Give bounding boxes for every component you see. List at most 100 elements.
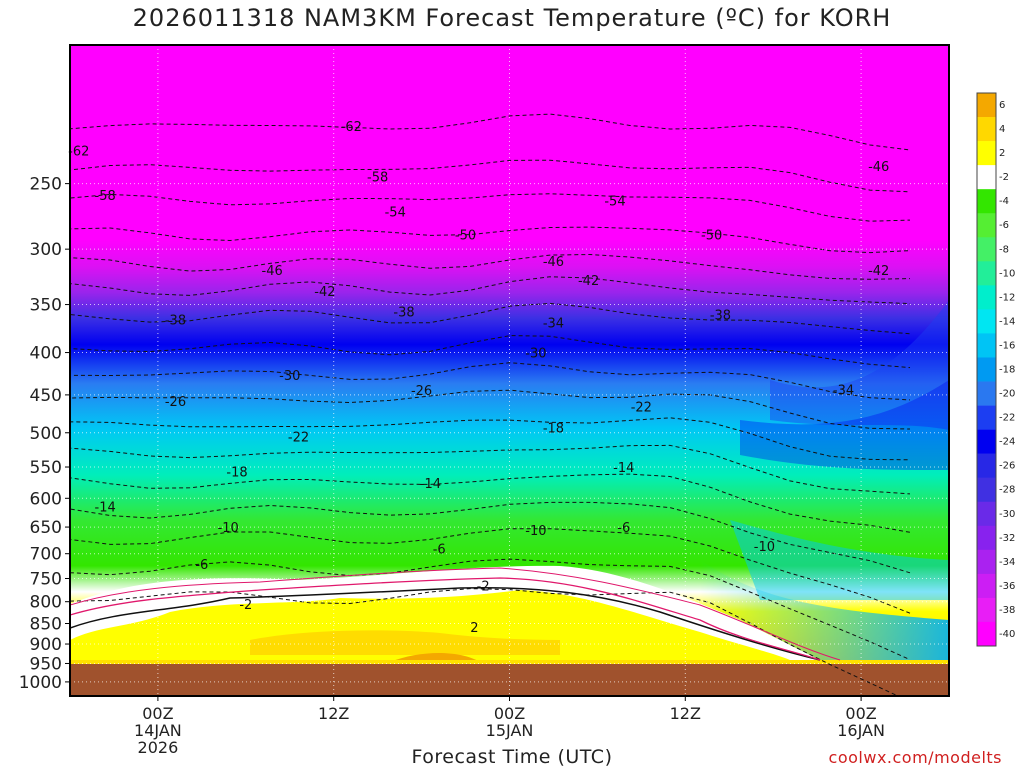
colorbar-label: -6 bbox=[999, 220, 1009, 231]
contour-label: -34 bbox=[833, 383, 854, 398]
contour-label: -34 bbox=[543, 317, 564, 332]
contour-label: -18 bbox=[226, 466, 247, 481]
y-tick-label: 650 bbox=[30, 518, 62, 538]
contour-label: -46 bbox=[262, 264, 283, 279]
y-tick-label: 400 bbox=[30, 344, 62, 364]
contour-label: -46 bbox=[543, 255, 564, 270]
colorbar-label: -8 bbox=[999, 244, 1009, 255]
y-tick-label: 850 bbox=[30, 614, 62, 634]
contour-label: -26 bbox=[411, 384, 432, 399]
contour-line bbox=[70, 501, 911, 574]
x-tick-label: 15JAN bbox=[486, 721, 534, 740]
colorbar-label: -24 bbox=[999, 437, 1015, 448]
y-tick-label: 250 bbox=[30, 175, 62, 195]
contour-label: -38 bbox=[710, 309, 731, 324]
contour-line bbox=[70, 528, 911, 614]
colorbar-label: -12 bbox=[999, 292, 1015, 303]
colorbar: 6 4 2 -2 -4 -6 -8 -10 -12 -14 -16 -18 -20 -22 -24 -26 -2… bbox=[976, 92, 1015, 647]
colorbar-swatch bbox=[977, 189, 996, 214]
x-tick-label: 00Z bbox=[845, 704, 876, 723]
y-tick-label: 700 bbox=[30, 545, 62, 565]
contour-label: -30 bbox=[525, 347, 546, 362]
y-tick-label: 900 bbox=[30, 635, 62, 655]
chart-title: 2026011318 NAM3KM Forecast Temperature (… bbox=[132, 4, 892, 32]
contour-label: 2 bbox=[470, 621, 478, 636]
contour-label: -54 bbox=[604, 194, 625, 209]
y-tick-label: 750 bbox=[30, 569, 62, 589]
contour-label: -6 bbox=[195, 558, 208, 573]
y-tick-label: 300 bbox=[30, 240, 62, 260]
contour-labels: -62-62-58-58-54-54-50 -50-46-46-46-42-42-… bbox=[68, 120, 889, 636]
colorbar-swatch bbox=[977, 573, 996, 599]
colorbar-swatch bbox=[977, 93, 996, 118]
contour-line bbox=[70, 473, 911, 533]
contour-line bbox=[70, 335, 911, 369]
x-tick-label: 2026 bbox=[138, 738, 179, 757]
colorbar-swatch bbox=[977, 165, 996, 190]
colorbar-label: 4 bbox=[999, 124, 1005, 135]
colorbar-swatch bbox=[977, 525, 996, 551]
contour-label: -10 bbox=[525, 524, 546, 539]
contour-line bbox=[70, 253, 911, 280]
y-tick-label: 800 bbox=[30, 593, 62, 613]
contour-line bbox=[70, 302, 911, 335]
colorbar-swatch bbox=[977, 357, 996, 382]
colorbar-swatch bbox=[977, 381, 996, 406]
colorbar-swatch bbox=[977, 453, 996, 478]
contour-label: -6 bbox=[433, 543, 446, 558]
contour-label: -50 bbox=[701, 228, 722, 243]
colorbar-swatch bbox=[977, 429, 996, 454]
contour-label: -10 bbox=[218, 521, 239, 536]
colorbar-label: -14 bbox=[999, 316, 1015, 327]
colorbar-swatch bbox=[977, 549, 996, 575]
y-tick-label: 350 bbox=[30, 296, 62, 316]
colorbar-label: 6 bbox=[999, 100, 1005, 111]
colorbar-swatch bbox=[977, 501, 996, 527]
contour-label: -6 bbox=[617, 521, 630, 536]
colorbar-label: -32 bbox=[999, 533, 1015, 544]
contour-line bbox=[70, 193, 911, 222]
contour-label: -38 bbox=[165, 314, 186, 329]
colorbar-label: -18 bbox=[999, 365, 1015, 376]
credit-text: coolwx.com/modelts bbox=[828, 748, 1002, 767]
x-tick-label: 12Z bbox=[670, 704, 701, 723]
contour-label: -38 bbox=[393, 306, 414, 321]
contour-label: -2 bbox=[239, 598, 252, 613]
colorbar-swatch bbox=[977, 213, 996, 238]
colorbar-swatch bbox=[977, 405, 996, 430]
x-tick-label: 00Z bbox=[494, 704, 525, 723]
contour-line bbox=[70, 276, 911, 305]
colorbar-label: -38 bbox=[999, 605, 1015, 616]
contour-line bbox=[70, 417, 911, 461]
contour-label: -14 bbox=[95, 501, 116, 516]
colorbar-label: -20 bbox=[999, 389, 1015, 400]
x-axis-title: Forecast Time (UTC) bbox=[411, 746, 613, 768]
contour-label: -42 bbox=[314, 285, 335, 300]
colorbar-frame bbox=[976, 92, 997, 647]
contour-label: -50 bbox=[455, 228, 476, 243]
contour-label: -14 bbox=[420, 477, 441, 492]
colorbar-label: -36 bbox=[999, 581, 1015, 592]
contour-label: -22 bbox=[631, 401, 652, 416]
colorbar-swatch bbox=[977, 285, 996, 310]
colorbar-swatch bbox=[977, 477, 996, 503]
colorbar-label: 2 bbox=[999, 148, 1005, 159]
contour-label: -62 bbox=[68, 145, 89, 160]
colorbar-swatch bbox=[977, 621, 996, 647]
colorbar-swatch bbox=[977, 597, 996, 623]
contour-line bbox=[70, 389, 911, 430]
contour-label: -22 bbox=[288, 430, 309, 445]
contour-label: -58 bbox=[367, 170, 388, 185]
contour-label: -26 bbox=[165, 395, 186, 410]
colorbar-label: -2 bbox=[999, 172, 1009, 183]
contour-label: -30 bbox=[279, 369, 300, 384]
x-tick-label: 12Z bbox=[318, 704, 349, 723]
x-tick-label: 00Z bbox=[142, 704, 173, 723]
colorbar-swatch bbox=[977, 309, 996, 334]
x-tick-label: 14JAN bbox=[134, 721, 182, 740]
colorbar-label: -28 bbox=[999, 485, 1015, 496]
colorbar-swatch bbox=[977, 333, 996, 358]
grid-lines bbox=[70, 45, 949, 696]
